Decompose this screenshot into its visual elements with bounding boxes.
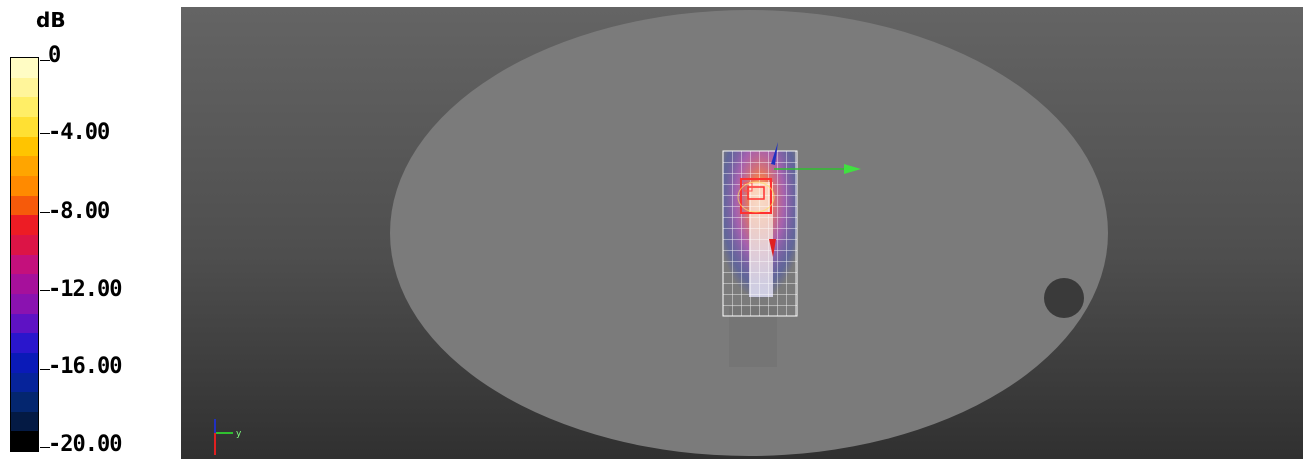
device-shadow [729, 307, 777, 367]
colorbar-band [11, 77, 38, 98]
colorbar-band [11, 254, 38, 275]
colorbar-band [11, 431, 38, 452]
colorbar-band [11, 293, 38, 314]
device-axes [769, 142, 861, 257]
sar-distribution [722, 150, 798, 317]
legend-tick-mark [40, 133, 50, 134]
legend-tick-label: -16.00 [48, 354, 122, 379]
scene-svg: y [214, 10, 1108, 456]
colorbar-band [11, 195, 38, 216]
colorbar-band [11, 215, 38, 235]
color-legend: dB 0 -4.00 -8.00 -12.00 -16.00 -20.00 [0, 0, 180, 459]
colorbar-band [11, 234, 38, 255]
legend-tick-mark [40, 60, 50, 61]
colorbar-band [11, 333, 38, 353]
legend-tick-mark [40, 212, 50, 213]
colorbar-band [11, 175, 38, 196]
colorbar-band [11, 58, 38, 78]
colorbar-band [11, 313, 38, 334]
colorbar-band [11, 392, 38, 412]
axis-label-y: y [236, 429, 242, 439]
colorbar-band [11, 352, 38, 373]
colorbar-band [11, 156, 38, 176]
colorbar [10, 57, 39, 452]
legend-tick-mark [40, 447, 50, 448]
legend-tick-label: -20.00 [48, 432, 122, 457]
colorbar-band [11, 116, 38, 137]
colorbar-band [11, 372, 38, 393]
legend-tick-label: -8.00 [48, 199, 110, 224]
legend-tick-label: 0 [48, 43, 61, 68]
legend-unit: dB [36, 8, 66, 32]
3d-viewport[interactable]: y [181, 7, 1303, 459]
legend-tick-label: -4.00 [48, 120, 110, 145]
legend-tick-label: -12.00 [48, 277, 122, 302]
colorbar-band [11, 136, 38, 157]
colorbar-band [11, 97, 38, 117]
colorbar-band [11, 411, 38, 432]
axis-triad: y [214, 419, 242, 455]
colorbar-band [11, 274, 38, 294]
legend-tick-mark [40, 290, 50, 291]
legend-tick-mark [40, 369, 50, 370]
phantom-hole [1044, 278, 1084, 318]
